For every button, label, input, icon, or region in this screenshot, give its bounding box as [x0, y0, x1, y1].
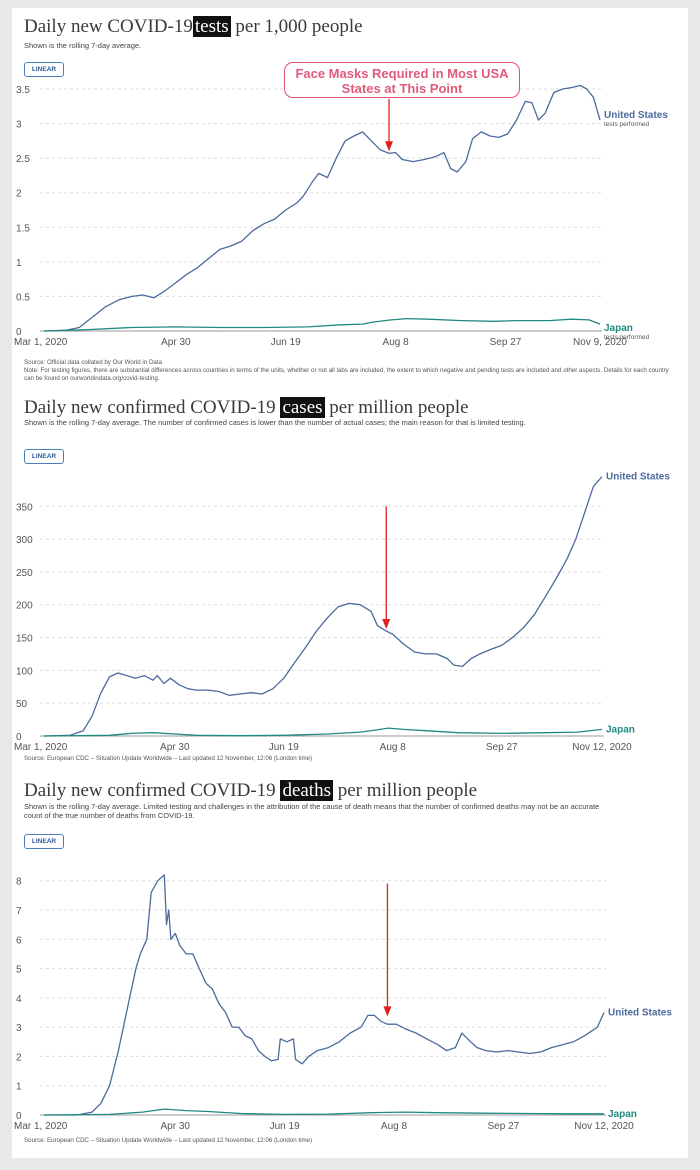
- title-text: per million people: [329, 397, 469, 418]
- x-tick-label: Jun 19: [270, 1121, 300, 1132]
- x-tick-label: Sep 27: [490, 337, 522, 348]
- y-tick-label: 150: [16, 634, 33, 645]
- title-highlight: deaths: [280, 780, 333, 801]
- x-tick-label: Nov 9, 2020: [573, 337, 627, 348]
- y-tick-label: 1.5: [16, 223, 30, 234]
- y-tick-label: 0: [16, 732, 22, 743]
- japan-series-line: [43, 727, 603, 737]
- y-tick-label: 2.5: [16, 154, 30, 165]
- y-tick-label: 2: [16, 1052, 22, 1063]
- y-tick-label: 3: [16, 1023, 22, 1034]
- y-tick-label: 4: [16, 994, 22, 1005]
- x-tick-label: Mar 1, 2020: [14, 742, 68, 753]
- cases-title: Daily new confirmed COVID-19 cases per m…: [24, 397, 469, 419]
- x-tick-label: Nov 12, 2020: [574, 1121, 634, 1132]
- y-tick-label: 7: [16, 906, 22, 917]
- y-tick-label: 50: [16, 699, 28, 710]
- y-tick-label: 0: [16, 1111, 22, 1122]
- linear-scale-button[interactable]: LINEAR: [24, 834, 64, 849]
- y-tick-label: 100: [16, 666, 33, 677]
- x-tick-label: Jun 19: [271, 337, 301, 348]
- source-text: Source: Official data collated by Our Wo…: [24, 359, 163, 366]
- annotation-arrow-head: [383, 1006, 392, 1017]
- y-tick-label: 350: [16, 502, 33, 513]
- title-highlight: cases: [280, 397, 325, 418]
- linear-scale-button[interactable]: LINEAR: [24, 62, 64, 77]
- japan-series-line: [43, 317, 601, 332]
- x-tick-label: Apr 30: [161, 1121, 191, 1132]
- x-tick-label: Sep 27: [488, 1121, 520, 1132]
- us-series-line: [44, 874, 605, 1116]
- x-tick-label: Aug 8: [380, 742, 407, 753]
- us-series-label: United States: [604, 110, 668, 121]
- y-tick-label: 0: [16, 327, 22, 338]
- title-text: Daily new confirmed COVID-19: [24, 397, 276, 418]
- x-tick-label: Aug 8: [383, 337, 410, 348]
- us-series-label: United States: [608, 1008, 672, 1019]
- japan-series-label: Japan: [608, 1109, 637, 1120]
- annotation-arrow-head: [385, 141, 394, 152]
- page: Daily new COVID-19 tests per 1,000 people…: [12, 8, 688, 1158]
- title-text: per 1,000 people: [235, 16, 363, 37]
- title-highlight: tests: [192, 16, 231, 37]
- y-tick-label: 5: [16, 965, 22, 976]
- annotation-arrow-head: [382, 618, 391, 629]
- y-tick-label: 250: [16, 568, 33, 579]
- y-tick-label: 300: [16, 535, 33, 546]
- title-text: per million people: [337, 780, 478, 801]
- face-mask-annotation: Face Masks Required in Most USA States a…: [284, 62, 520, 98]
- y-tick-label: 1: [16, 258, 22, 269]
- x-tick-label: Mar 1, 2020: [14, 1121, 68, 1132]
- cases-panel: Daily new confirmed COVID-19 cases per m…: [12, 393, 688, 778]
- x-tick-label: Apr 30: [160, 742, 190, 753]
- y-tick-label: 3.5: [16, 85, 30, 96]
- cases-source: Source: European CDC – Situation Update …: [24, 755, 313, 762]
- y-tick-label: 1: [16, 1082, 22, 1093]
- y-tick-label: 2: [16, 189, 22, 200]
- tests-source: Source: Official data collated by Our Wo…: [24, 359, 674, 383]
- deaths-subtitle: Shown is the rolling 7-day average. Limi…: [24, 802, 600, 820]
- cases-subtitle: Shown is the rolling 7-day average. The …: [24, 418, 526, 427]
- linear-scale-button[interactable]: LINEAR: [24, 449, 64, 464]
- tests-title: Daily new COVID-19 tests per 1,000 people: [24, 16, 363, 38]
- japan-series-label: Japan: [606, 724, 635, 735]
- deaths-chart: 0 1 2 3 4 5 6 7 8 Mar 1, 2020 Apr 30 Jun 19 Aug 8 Sep…: [14, 874, 672, 1132]
- x-tick-label: Apr 30: [161, 337, 191, 348]
- us-series-line: [43, 84, 601, 332]
- x-tick-label: Mar 1, 2020: [14, 337, 68, 348]
- deaths-title: Daily new confirmed COVID-19 deaths per …: [24, 780, 477, 802]
- us-series-label: United States: [606, 472, 670, 483]
- tests-panel: Daily new COVID-19 tests per 1,000 people…: [12, 8, 688, 393]
- japan-series-sublabel: tests performed: [604, 334, 650, 341]
- y-tick-label: 0.5: [16, 292, 30, 303]
- x-tick-label: Jun 19: [269, 742, 299, 753]
- deaths-panel: Daily new confirmed COVID-19 deaths per …: [12, 778, 688, 1158]
- note-text: Note: For testing figures, there are sub…: [24, 367, 669, 382]
- deaths-source: Source: European CDC – Situation Update …: [24, 1137, 313, 1144]
- title-text: Daily new COVID-19: [24, 16, 193, 37]
- y-tick-label: 200: [16, 601, 33, 612]
- japan-series-label: Japan: [604, 323, 633, 334]
- y-tick-label: 3: [16, 120, 22, 131]
- cases-chart: 0 50 100 150 200 250 300 350 Mar 1, 2020 Apr 30 Ju…: [14, 472, 670, 753]
- us-series-line: [43, 476, 603, 737]
- x-tick-label: Nov 12, 2020: [572, 742, 632, 753]
- title-text: Daily new confirmed COVID-19: [24, 780, 276, 801]
- tests-chart: 0 0.5 1 1.5 2 2.5 3 3.5 Mar 1, 2020 Apr 30 Jun 19 A…: [14, 84, 668, 348]
- y-tick-label: 6: [16, 935, 22, 946]
- y-tick-label: 8: [16, 877, 22, 888]
- tests-subtitle: Shown is the rolling 7-day average.: [24, 41, 142, 50]
- x-tick-label: Sep 27: [486, 742, 518, 753]
- x-tick-label: Aug 8: [381, 1121, 408, 1132]
- us-series-sublabel: tests performed: [604, 121, 650, 128]
- japan-series-line: [43, 1108, 604, 1116]
